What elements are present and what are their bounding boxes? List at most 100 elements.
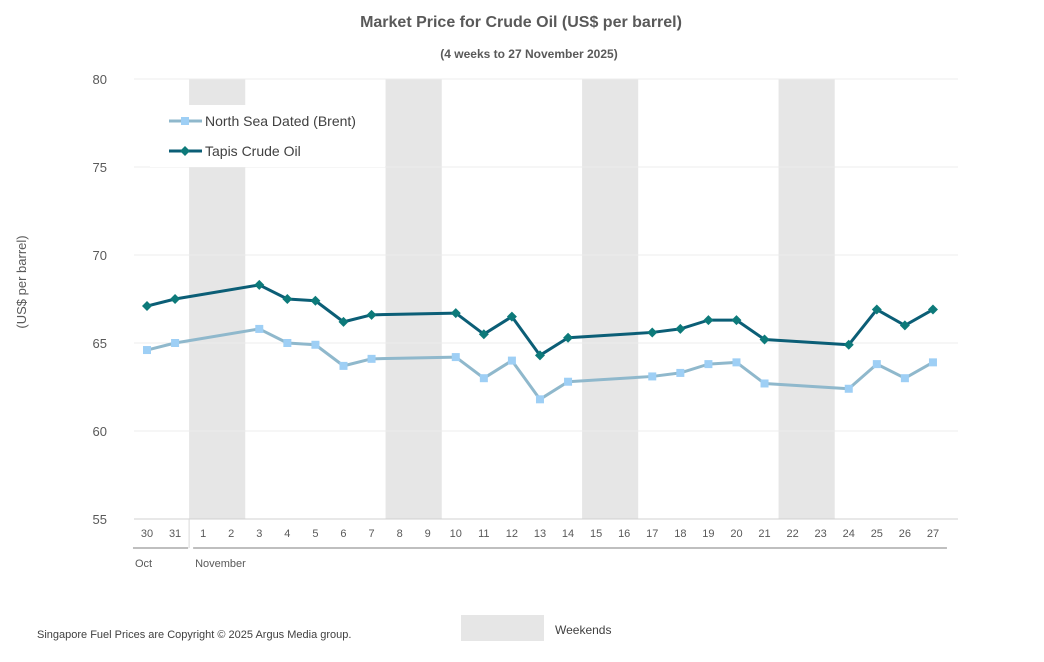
point-1-12: [506, 311, 517, 322]
x-tick-13: 13: [534, 528, 546, 540]
point-0-11: [479, 374, 488, 383]
x-tick-5: 5: [312, 528, 318, 540]
month-label-november: November: [195, 558, 246, 570]
point-0-18: [676, 368, 685, 377]
copyright-text: Singapore Fuel Prices are Copyright © 20…: [37, 629, 351, 641]
legend-label-brent: North Sea Dated (Brent): [205, 113, 356, 129]
point-1-3: [254, 279, 265, 290]
weekends-label: Weekends: [555, 623, 611, 637]
x-tick-26: 26: [899, 528, 911, 540]
month-groups: Oct November: [132, 519, 947, 570]
x-tick-21: 21: [758, 528, 770, 540]
point-0-3: [255, 324, 264, 333]
weekends-swatch: [461, 615, 544, 641]
point-1-5: [310, 295, 321, 306]
point-1-20: [731, 315, 742, 326]
point-0-7: [367, 354, 376, 363]
y-tick-70: 70: [93, 248, 107, 263]
y-tick-60: 60: [93, 424, 107, 439]
y-tick-55: 55: [93, 512, 107, 527]
point-1-25: [871, 304, 882, 315]
x-tick-7: 7: [368, 528, 374, 540]
point-1-24: [843, 339, 854, 350]
x-tick-10: 10: [450, 528, 462, 540]
point-1-27: [927, 304, 938, 315]
point-0-25: [872, 360, 881, 369]
legend-item-tapis: Tapis Crude Oil: [169, 143, 301, 159]
point-1-17: [647, 327, 658, 338]
x-tick-15: 15: [590, 528, 602, 540]
point-0-24: [844, 384, 853, 393]
x-tick-9: 9: [425, 528, 431, 540]
month-label-oct: Oct: [135, 558, 152, 570]
point-0-4: [283, 339, 292, 347]
y-tick-65: 65: [93, 336, 107, 351]
chart-subtitle: (4 weeks to 27 November 2025): [440, 47, 617, 61]
weekends-legend: Weekends: [461, 615, 611, 641]
point-1-10: [450, 308, 461, 319]
y-axis-ticks: 55 60 65 70 75 80: [93, 72, 107, 527]
series-lines: [142, 279, 938, 404]
point-0-19: [704, 360, 713, 369]
x-tick-2: 2: [228, 528, 234, 540]
point-0-31: [171, 339, 180, 347]
x-tick-30: 30: [141, 528, 153, 540]
x-tick-27: 27: [927, 528, 939, 540]
x-tick-20: 20: [730, 528, 742, 540]
x-tick-19: 19: [702, 528, 714, 540]
point-1-6: [338, 316, 349, 327]
x-tick-18: 18: [674, 528, 686, 540]
point-0-10: [451, 353, 460, 362]
x-tick-8: 8: [397, 528, 403, 540]
legend-label-tapis: Tapis Crude Oil: [205, 143, 301, 159]
point-1-21: [759, 334, 770, 345]
point-0-17: [648, 372, 657, 381]
legend: North Sea Dated (Brent) Tapis Crude Oil: [169, 113, 356, 159]
x-tick-23: 23: [815, 528, 827, 540]
legend-background: [150, 105, 385, 167]
y-axis-label: (US$ per barrel): [14, 235, 29, 328]
point-0-20: [732, 358, 741, 367]
point-1-14: [563, 332, 574, 343]
point-1-31: [170, 294, 181, 304]
x-tick-16: 16: [618, 528, 630, 540]
point-0-5: [311, 340, 320, 349]
y-tick-75: 75: [93, 160, 107, 175]
point-0-6: [339, 361, 348, 370]
weekend-band-8-9: [385, 79, 442, 519]
series-1: [142, 279, 938, 361]
x-tick-12: 12: [506, 528, 518, 540]
x-tick-6: 6: [340, 528, 346, 540]
point-1-19: [703, 315, 714, 326]
point-0-26: [900, 374, 909, 383]
point-1-7: [366, 309, 377, 320]
point-1-11: [478, 329, 489, 340]
point-1-13: [534, 350, 545, 361]
point-1-30: [142, 301, 152, 312]
point-1-26: [899, 320, 910, 331]
point-0-27: [928, 358, 937, 367]
x-tick-14: 14: [562, 528, 574, 540]
x-tick-24: 24: [843, 528, 855, 540]
x-tick-17: 17: [646, 528, 658, 540]
x-tick-4: 4: [284, 528, 290, 540]
legend-item-brent: North Sea Dated (Brent): [169, 113, 356, 129]
chart-title: Market Price for Crude Oil (US$ per barr…: [360, 14, 682, 31]
weekend-band-15-16: [582, 79, 639, 519]
x-tick-22: 22: [786, 528, 798, 540]
y-tick-80: 80: [93, 72, 107, 87]
series-0: [143, 324, 937, 404]
x-tick-3: 3: [256, 528, 262, 540]
point-0-21: [760, 379, 769, 388]
x-tick-31: 31: [169, 528, 181, 540]
x-tick-25: 25: [871, 528, 883, 540]
weekend-band-22-23: [778, 79, 835, 519]
x-axis-ticks: 30 31 1 2 3 4 5 6 7 8 9 10 11 12 13 14 15 16 17 18 19 20 21 22 2…: [141, 528, 939, 540]
point-1-18: [675, 323, 686, 334]
point-1-4: [282, 294, 293, 304]
point-0-30: [143, 346, 151, 355]
x-tick-11: 11: [478, 528, 489, 540]
x-tick-1: 1: [200, 528, 206, 540]
point-0-14: [564, 377, 573, 386]
